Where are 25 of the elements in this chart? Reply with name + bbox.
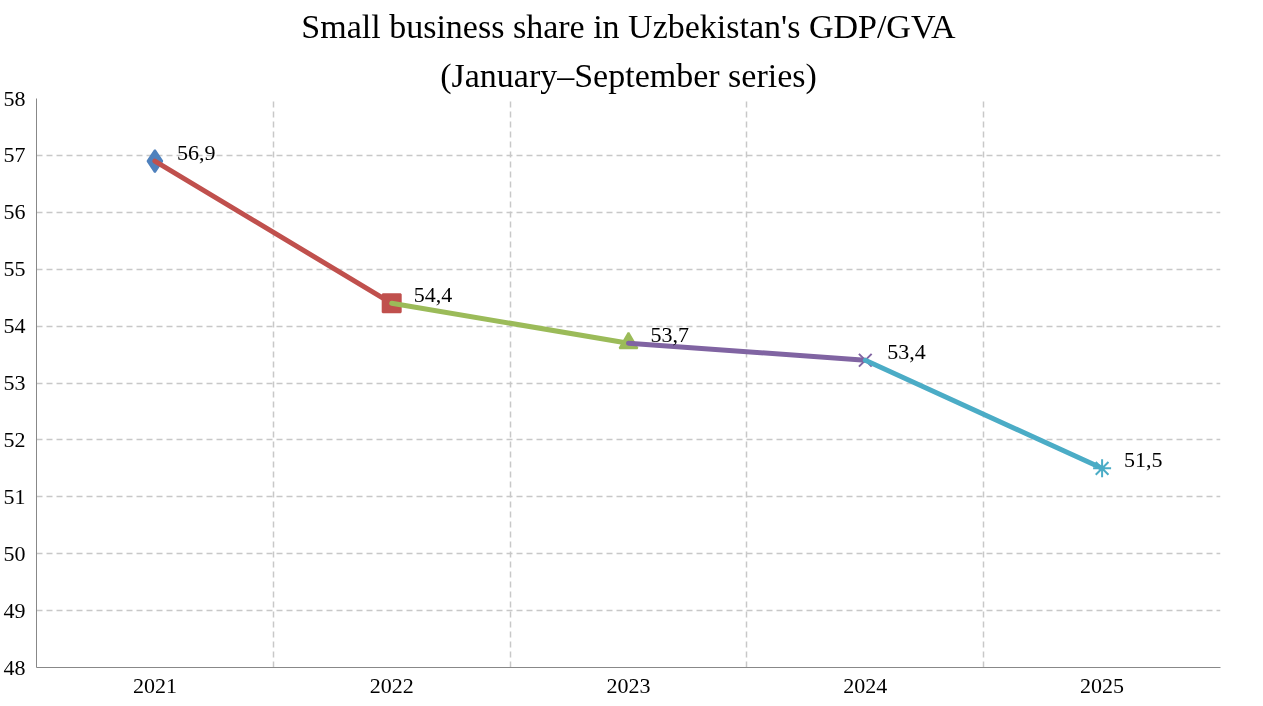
x-tick-label: 2023 bbox=[606, 672, 651, 698]
data-label: 54,4 bbox=[413, 282, 453, 308]
y-tick-label: 50 bbox=[3, 540, 26, 566]
data-label: 53,7 bbox=[650, 322, 689, 348]
point bbox=[1092, 458, 1113, 479]
y-tick-label: 57 bbox=[3, 142, 26, 168]
data-label: 53,4 bbox=[887, 339, 926, 365]
x-tick-label: 2024 bbox=[843, 672, 888, 698]
chart-title: Small business share in Uzbekistan's GDP/GVA bbox=[301, 7, 957, 45]
point bbox=[857, 352, 873, 368]
data-label: 56,9 bbox=[176, 140, 216, 166]
y-tick-label: 58 bbox=[3, 85, 26, 111]
x-tick-label: 2025 bbox=[1080, 672, 1125, 698]
y-tick-label: 52 bbox=[3, 426, 26, 452]
y-tick-label: 48 bbox=[3, 654, 26, 680]
y-tick-label: 53 bbox=[3, 370, 26, 395]
y-tick-label: 56 bbox=[3, 199, 26, 225]
y-tick-label: 51 bbox=[3, 483, 26, 509]
chart-subtitle: (January–September series) bbox=[440, 56, 817, 95]
y-tick-label: 49 bbox=[3, 597, 26, 623]
y-tick-label: 55 bbox=[3, 256, 26, 282]
x-tick-label: 2021 bbox=[132, 672, 177, 698]
y-tick-label: 54 bbox=[3, 313, 26, 339]
x-tick-label: 2022 bbox=[369, 672, 414, 698]
data-label: 51,5 bbox=[1124, 447, 1163, 473]
